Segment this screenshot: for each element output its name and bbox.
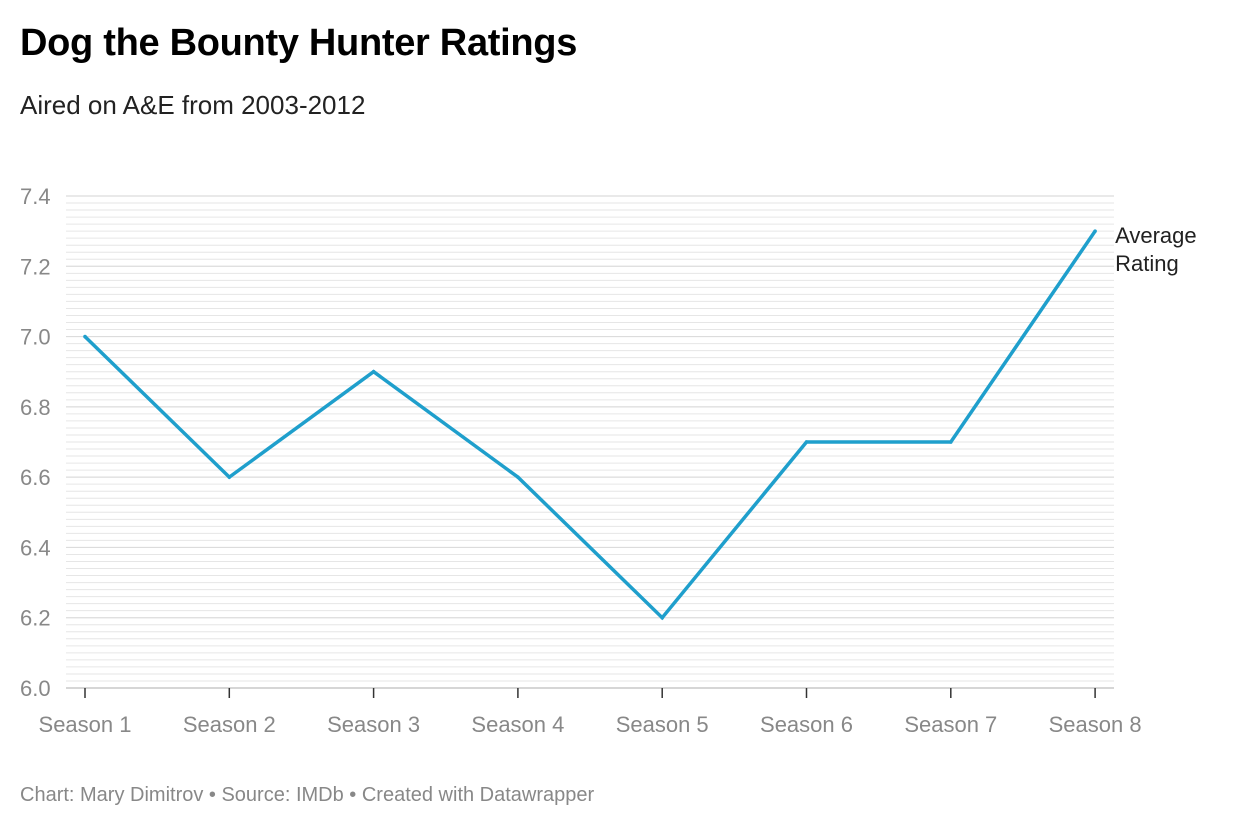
x-tick-label: Season 3 — [327, 712, 420, 737]
data-point — [227, 475, 232, 479]
y-tick-label: 7.0 — [20, 325, 51, 350]
data-point — [1093, 229, 1097, 233]
data-point — [371, 369, 376, 374]
y-axis-ticks: 6.0 6.2 6.4 6.6 6.8 7.0 7.2 7.4 — [20, 184, 51, 701]
x-tick-label: Season 2 — [183, 712, 276, 737]
chart-footer: Chart: Mary Dimitrov • Source: IMDb • Cr… — [20, 784, 595, 806]
series-line — [83, 230, 1097, 621]
y-tick-label: 6.0 — [20, 676, 51, 701]
x-tick-label: Season 1 — [39, 712, 132, 737]
data-point — [516, 475, 520, 479]
series-label: Average Rating — [1115, 223, 1197, 276]
data-point — [660, 615, 664, 620]
series-layer: Average Rating — [83, 223, 1197, 621]
x-tick-label: Season 8 — [1049, 712, 1142, 737]
data-point — [949, 440, 953, 444]
y-tick-label: 6.8 — [20, 395, 51, 420]
y-tick-label: 6.6 — [20, 465, 51, 490]
chart-title: Dog the Bounty Hunter Ratings — [20, 22, 578, 64]
x-axis-ticks: Season 1 Season 2 Season 3 Season 4 Season 5… — [39, 687, 1142, 737]
y-tick-label: 6.2 — [20, 606, 51, 631]
data-point — [83, 334, 87, 339]
x-tick-label: Season 7 — [904, 712, 997, 737]
y-tick-label: 7.2 — [20, 254, 51, 279]
x-tick-label: Season 4 — [471, 712, 564, 737]
chart-subtitle: Aired on A&E from 2003-2012 — [20, 90, 366, 120]
y-tick-label: 6.4 — [20, 535, 51, 560]
grid-lines — [66, 195, 1114, 689]
x-tick-label: Season 5 — [616, 712, 709, 737]
y-tick-label: 7.4 — [20, 184, 51, 209]
x-tick-label: Season 6 — [760, 712, 853, 737]
data-point — [804, 440, 809, 444]
